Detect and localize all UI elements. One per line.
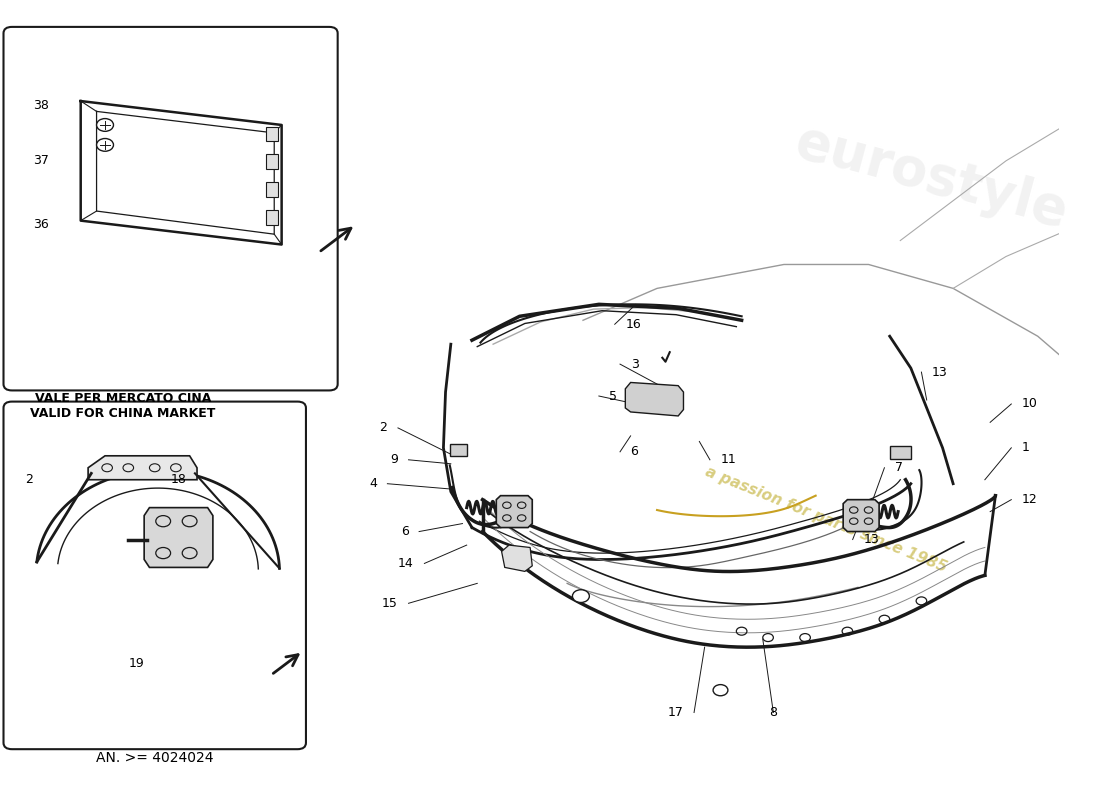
Polygon shape	[890, 446, 911, 459]
Text: 19: 19	[129, 657, 144, 670]
Text: AN. >= 4024024: AN. >= 4024024	[96, 750, 213, 765]
Text: 17: 17	[668, 706, 683, 719]
Text: 18: 18	[170, 474, 187, 486]
Text: 14: 14	[398, 557, 414, 570]
Circle shape	[713, 685, 728, 696]
Bar	[266, 210, 278, 225]
Text: 36: 36	[33, 218, 50, 231]
Text: 2: 2	[25, 474, 33, 486]
Text: 6: 6	[400, 525, 408, 538]
Text: 38: 38	[33, 98, 50, 111]
Polygon shape	[450, 444, 466, 456]
Polygon shape	[144, 508, 213, 567]
Text: 9: 9	[390, 454, 398, 466]
Polygon shape	[625, 382, 683, 416]
Text: 2: 2	[379, 422, 387, 434]
Text: eurostyle: eurostyle	[790, 115, 1074, 238]
Bar	[266, 182, 278, 197]
Polygon shape	[496, 496, 532, 527]
Text: 4: 4	[368, 478, 377, 490]
Bar	[266, 126, 278, 141]
Text: 15: 15	[382, 597, 398, 610]
Text: 37: 37	[33, 154, 50, 167]
Text: 13: 13	[864, 533, 879, 546]
Circle shape	[572, 590, 590, 602]
Text: 6: 6	[630, 446, 638, 458]
Text: 13: 13	[932, 366, 948, 378]
Polygon shape	[844, 500, 879, 531]
Polygon shape	[502, 545, 532, 571]
Text: 10: 10	[1022, 398, 1037, 410]
Text: 5: 5	[609, 390, 617, 402]
Text: 11: 11	[720, 454, 736, 466]
Circle shape	[97, 138, 113, 151]
Text: a passion for parts since 1985: a passion for parts since 1985	[703, 464, 949, 575]
Polygon shape	[88, 456, 197, 480]
Text: 12: 12	[1022, 493, 1037, 506]
Circle shape	[97, 118, 113, 131]
Text: 1: 1	[1022, 442, 1030, 454]
Text: 7: 7	[895, 462, 903, 474]
Bar	[266, 154, 278, 169]
Text: 3: 3	[630, 358, 638, 370]
Text: VALE PER MERCATO CINA
VALID FOR CHINA MARKET: VALE PER MERCATO CINA VALID FOR CHINA MA…	[31, 392, 216, 420]
Text: 8: 8	[769, 706, 778, 719]
FancyBboxPatch shape	[3, 27, 338, 390]
FancyBboxPatch shape	[3, 402, 306, 749]
Text: 16: 16	[625, 318, 641, 330]
